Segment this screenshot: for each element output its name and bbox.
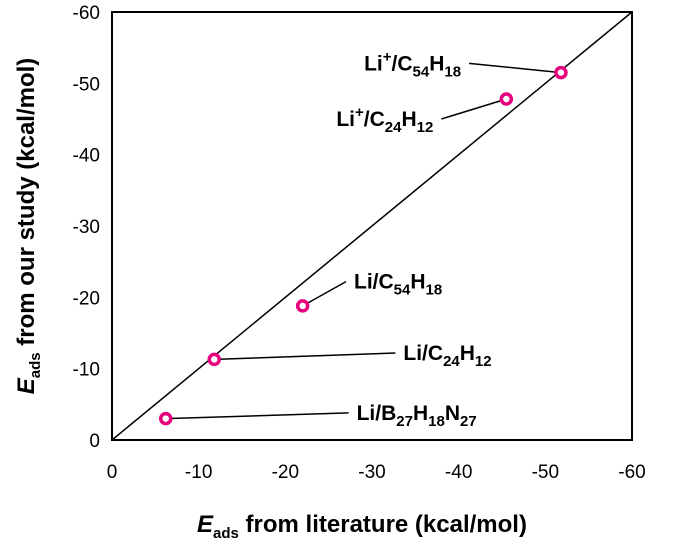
plot-frame [111, 11, 633, 441]
reference-line-group [111, 11, 633, 441]
x-axis-title: Eads from literature (kcal/mol) [197, 511, 527, 542]
data-point [207, 352, 222, 367]
x-tick-label: -30 [358, 462, 385, 483]
reference-line-y-equals-x [111, 11, 633, 441]
data-point [295, 299, 310, 313]
y-tick-label: -30 [73, 217, 100, 238]
leader-lines-group [165, 62, 562, 420]
x-tick-label: -50 [532, 462, 559, 483]
y-tick-label: 0 [89, 431, 100, 452]
point-labels-group: Li/B27H18N27 Li/C24H12 Li/C54H18 Li+/C24H12… [336, 48, 491, 430]
point-label: Li+/C54H18 [364, 48, 461, 80]
y-tick-label: -10 [73, 360, 100, 381]
data-points-group [158, 65, 568, 426]
x-tick-label: -60 [618, 462, 645, 483]
leader-line [214, 352, 396, 361]
point-label: Li/C24H12 [403, 342, 491, 370]
y-tick-label: -50 [73, 74, 100, 95]
leader-line [468, 62, 562, 74]
x-tick-label: -10 [185, 462, 212, 483]
point-label: Li/C54H18 [354, 271, 442, 299]
y-tick-label: -60 [73, 3, 100, 24]
data-point [158, 411, 173, 426]
y-tick-label: -20 [73, 288, 100, 309]
axis-titles-group: Eads from literature (kcal/mol) Eads from… [13, 58, 527, 542]
x-tick-label: 0 [107, 462, 118, 483]
point-label: Li/B27H18N27 [357, 402, 477, 430]
tick-labels-group: 0 -10 -20 -30 -40 -50 -60 0 -10 -20 -30 -40 -50 -60 [73, 3, 646, 483]
leader-line [302, 280, 347, 307]
y-axis-title: Eads from our study (kcal/mol) [13, 58, 44, 395]
x-tick-label: -40 [445, 462, 472, 483]
data-point [499, 92, 514, 106]
leader-line [441, 98, 507, 120]
point-label: Li+/C24H12 [336, 104, 433, 136]
leader-line [165, 412, 349, 420]
y-tick-label: -40 [73, 146, 100, 167]
x-tick-label: -20 [272, 462, 299, 483]
data-point [554, 65, 568, 80]
